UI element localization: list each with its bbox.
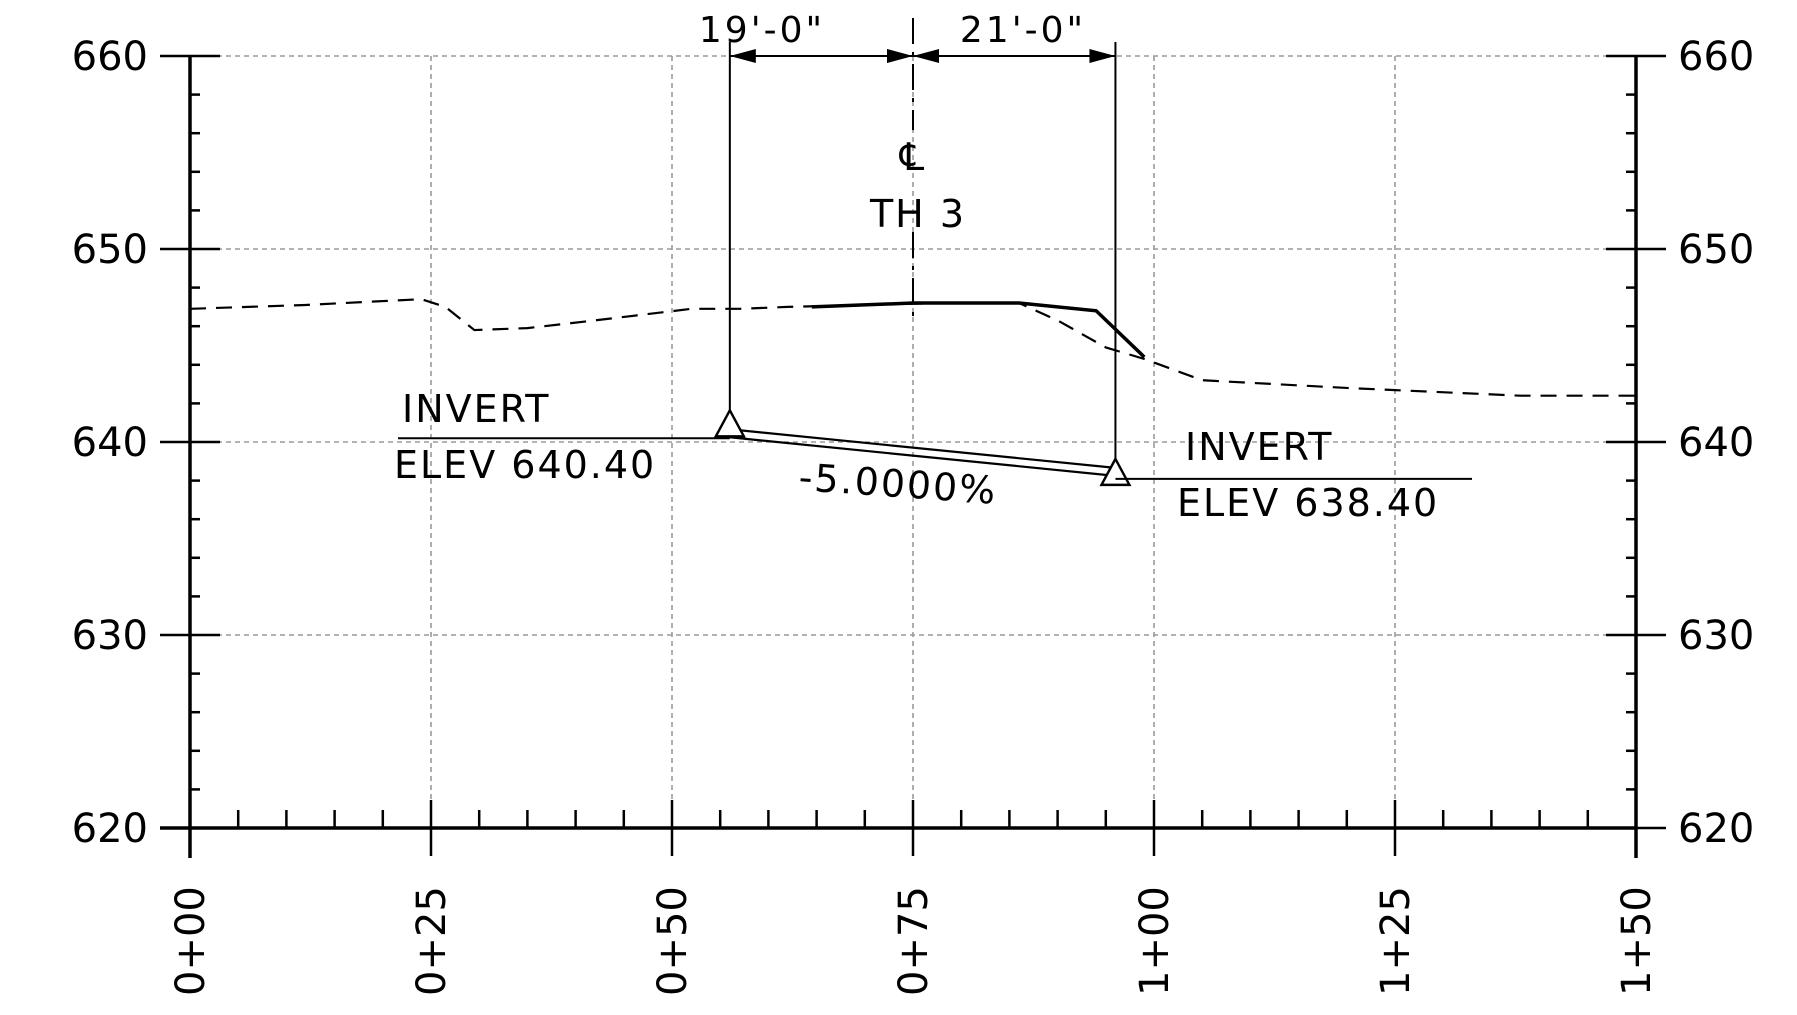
series-layer [189, 298, 1636, 477]
y-tick-label-right: 640 [1678, 420, 1754, 466]
y-tick-label-left: 640 [72, 420, 148, 466]
x-tick-label: 0+00 [168, 886, 214, 996]
dimension-arrow [887, 49, 913, 63]
x-tick-label: 1+50 [1614, 886, 1660, 996]
invert-label-right-line2: ELEV 638.40 [1177, 481, 1439, 525]
y-tick-label-left: 630 [72, 613, 148, 659]
dimension-label-left: 19'-0" [699, 10, 825, 51]
dimension-arrow [729, 49, 756, 63]
y-tick-label-right: 650 [1678, 227, 1754, 273]
invert-label-right-line1: INVERT [1185, 425, 1334, 469]
y-tick-label-right: 620 [1678, 806, 1754, 852]
y-tick-label-right: 630 [1678, 613, 1754, 659]
centerline-symbol: ℄ [899, 135, 926, 179]
x-tick-label: 1+25 [1373, 886, 1419, 996]
axis-layer: 620 620 630 630 640 640 650 650 660 660 0+00 0+25 0+… [72, 34, 1755, 996]
culvert-top-line [729, 428, 1116, 469]
x-tick-label: 1+00 [1132, 886, 1178, 996]
x-tick-label: 0+75 [891, 886, 937, 996]
dimension-label-right: 21'-0" [960, 10, 1086, 51]
centerline-name: TH 3 [869, 192, 966, 236]
y-tick-label-left: 650 [72, 227, 148, 273]
x-tick-label: 0+50 [650, 886, 696, 996]
dimension-arrow [1089, 49, 1116, 63]
invert-triangle [1099, 456, 1132, 487]
y-tick-label-left: 660 [72, 34, 148, 80]
invert-triangle [713, 407, 746, 438]
invert-label-left-line2: ELEV 640.40 [394, 443, 656, 487]
existing-ground-line [189, 298, 1636, 397]
annotation-layer: 19'-0" 21'-0" ℄ TH 3 INVERT ELEV 640.40 … [394, 10, 1472, 525]
dimension-arrow [913, 49, 939, 63]
invert-label-left-line1: INVERT [402, 387, 551, 431]
y-tick-label-left: 620 [72, 806, 148, 852]
slope-label: -5.0000% [797, 455, 998, 513]
culvert-bottom-line [729, 436, 1116, 477]
x-tick-label: 0+25 [409, 886, 455, 996]
proposed-road-line [811, 301, 1146, 359]
y-tick-label-right: 660 [1678, 34, 1754, 80]
